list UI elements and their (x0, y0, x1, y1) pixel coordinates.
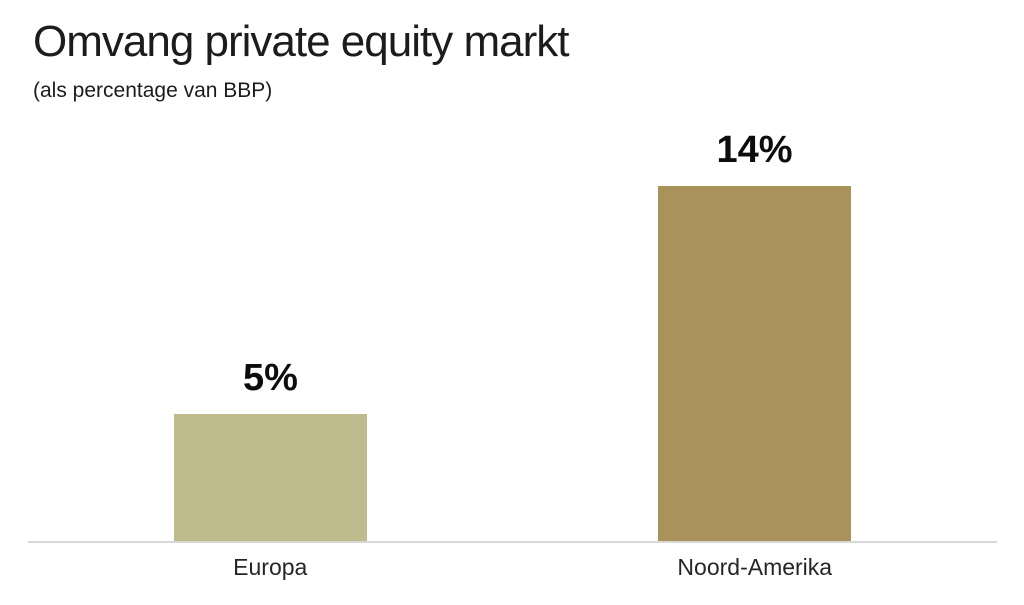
x-axis-labels: Europa Noord-Amerika (28, 554, 997, 582)
bar-group-noord-amerika: 14% (658, 131, 851, 541)
bar-europa (174, 414, 367, 541)
x-axis-line (28, 541, 997, 543)
data-label-europa: 5% (243, 357, 298, 399)
chart-subtitle: (als percentage van BBP) (33, 79, 273, 102)
bar-group-europa: 5% (174, 359, 367, 541)
plot-area: 5% 14% (28, 120, 997, 543)
x-label-europa: Europa (233, 554, 308, 580)
data-label-noord-amerika: 14% (716, 129, 793, 171)
x-label-noord-amerika: Noord-Amerika (677, 554, 833, 580)
bar-noord-amerika (658, 186, 851, 541)
chart-title: Omvang private equity markt (33, 17, 569, 66)
